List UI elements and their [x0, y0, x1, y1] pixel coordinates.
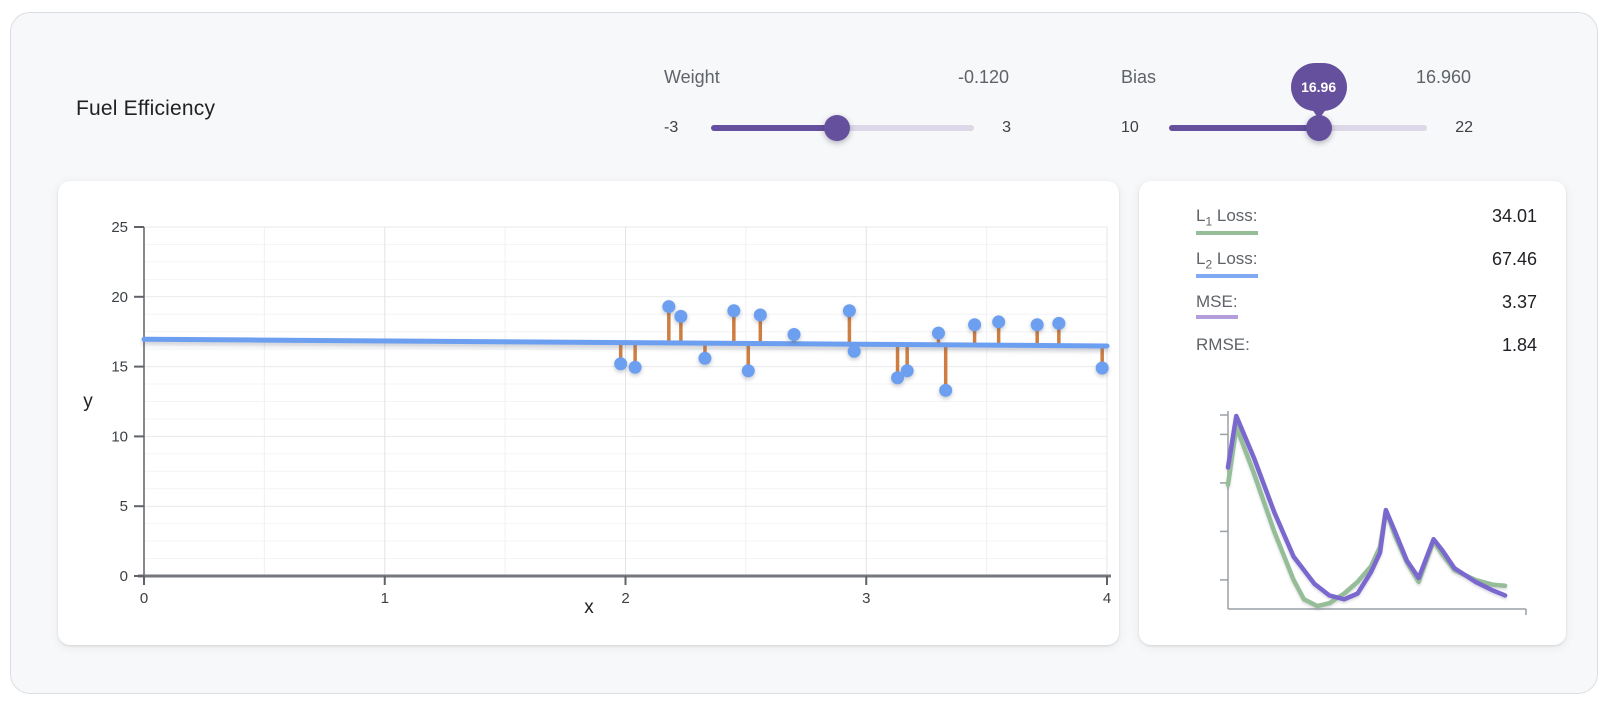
- main-container: Fuel Efficiency Weight -0.120 -3 3 Bias: [10, 12, 1598, 694]
- x-axis-title: x: [584, 597, 594, 618]
- loss-metric-value: 34.01: [1491, 206, 1537, 226]
- weight-max-label: 3: [1002, 119, 1011, 136]
- y-tick-label: 0: [120, 568, 128, 585]
- scatter-point: [968, 318, 982, 332]
- x-tick-label: 3: [862, 590, 870, 607]
- page-title: Fuel Efficiency: [76, 97, 216, 120]
- weight-min-label: -3: [664, 119, 679, 136]
- y-tick-label: 20: [111, 289, 128, 306]
- x-tick-label: 1: [381, 590, 389, 607]
- residuals-group: [618, 306, 1104, 391]
- loss-metric-label: L2 Loss:: [1196, 249, 1258, 279]
- x-tick-label: 4: [1103, 590, 1111, 607]
- loss-metric-value: 1.84: [1501, 335, 1537, 355]
- scatter-point: [900, 364, 914, 378]
- loss-curve-mse: [1225, 413, 1508, 602]
- scatter-point: [1030, 318, 1044, 332]
- scatter-point: [931, 326, 945, 340]
- bias-value: 16.960: [1415, 66, 1471, 87]
- bias-max-label: 22: [1455, 119, 1473, 136]
- bias-tooltip-text: 16.96: [1301, 79, 1337, 95]
- scatter-point: [753, 308, 767, 322]
- scatter-point: [628, 360, 642, 374]
- scatter-point: [741, 364, 755, 378]
- scatter-point: [891, 371, 905, 385]
- weight-slider-fill: [711, 125, 838, 131]
- bias-control: Bias 16.960 10 16.96 22: [1121, 63, 1473, 141]
- loss-metric-label: MSE:: [1196, 292, 1238, 319]
- scatter-point: [614, 357, 628, 371]
- y-tick-label: 15: [111, 359, 128, 376]
- loss-metrics-list: L1 Loss: 34.01 L2 Loss: 67.46 MSE: 3.37 RMSE: 1…: [1196, 206, 1537, 378]
- scatter-point: [1095, 361, 1109, 375]
- scatter-point: [674, 309, 688, 323]
- scatter-point: [992, 315, 1006, 329]
- loss-metric-row: MSE: 3.37: [1196, 292, 1537, 319]
- y-tick-label: 25: [111, 219, 128, 236]
- scatter-point: [847, 344, 861, 358]
- loss-metric-value: 3.37: [1501, 292, 1537, 312]
- loss-metric-row: L2 Loss: 67.46: [1196, 249, 1537, 279]
- model-line-group: [141, 336, 1110, 349]
- loss-metric-row: L1 Loss: 34.01: [1196, 206, 1537, 236]
- loss-curve-chart: [1220, 411, 1527, 615]
- bias-slider[interactable]: 16.96: [1169, 63, 1427, 141]
- bias-value-tooltip: 16.96: [1290, 63, 1347, 111]
- weight-slider[interactable]: [711, 115, 974, 141]
- loss-panel-card: L1 Loss: 34.01 L2 Loss: 67.46 MSE: 3.37 RMSE: 1…: [1139, 181, 1566, 645]
- scatter-point: [698, 351, 712, 365]
- scatter-point: [939, 383, 953, 397]
- weight-control: Weight -0.120 -3 3: [664, 65, 1011, 141]
- scatter-point: [727, 304, 741, 318]
- bias-min-label: 10: [1121, 119, 1139, 136]
- loss-curves-group: [1225, 413, 1508, 609]
- x-tick-label: 0: [140, 590, 148, 607]
- weight-slider-thumb[interactable]: [824, 115, 851, 141]
- scatter-point: [662, 300, 676, 314]
- loss-metric-label: L1 Loss:: [1196, 206, 1258, 236]
- fuel-efficiency-chart: 0 5 10 15 20 25 0 1 2 3 4 y x: [83, 219, 1111, 618]
- regression-line: [141, 336, 1110, 349]
- scatter-points-group: [614, 300, 1109, 397]
- y-tick-label: 10: [111, 428, 128, 445]
- y-axis-title: y: [83, 391, 93, 412]
- scatter-point: [842, 304, 856, 318]
- bias-slider-fill: [1169, 125, 1319, 131]
- weight-label: Weight: [664, 66, 720, 87]
- y-tick-label: 5: [120, 498, 128, 515]
- loss-metric-value: 67.46: [1491, 249, 1537, 269]
- weight-value: -0.120: [957, 66, 1009, 87]
- bias-label: Bias: [1121, 66, 1157, 87]
- scatter-chart-card: 0 5 10 15 20 25 0 1 2 3 4 y x: [58, 181, 1119, 645]
- scatter-point: [1052, 316, 1066, 330]
- scatter-point: [787, 327, 801, 341]
- x-tick-label: 2: [621, 590, 629, 607]
- loss-metric-row: RMSE: 1.84: [1196, 335, 1537, 362]
- loss-metric-label: RMSE:: [1196, 335, 1250, 354]
- bias-slider-thumb[interactable]: [1305, 115, 1332, 141]
